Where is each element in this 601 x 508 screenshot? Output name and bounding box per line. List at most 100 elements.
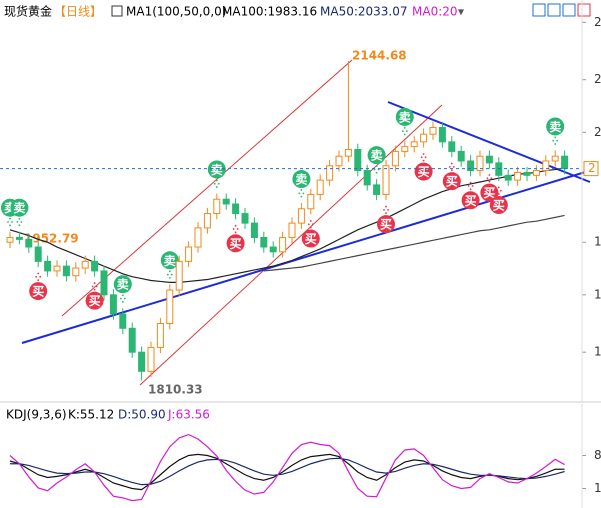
toolbar	[532, 3, 591, 17]
candle-body	[138, 351, 146, 372]
candle-body	[410, 141, 418, 148]
candle-body	[100, 270, 108, 296]
signal-badge	[301, 229, 320, 248]
signal-dot	[488, 174, 491, 176]
signal-dot	[11, 221, 13, 223]
candle-body	[279, 236, 287, 253]
candle-body	[438, 127, 446, 143]
line-1	[263, 214, 565, 272]
candle-body	[457, 150, 465, 162]
signal-dot	[18, 217, 21, 220]
signal-dot	[298, 192, 301, 195]
signal-dot	[309, 226, 312, 229]
signal-dot	[486, 177, 489, 180]
y-tick-label: 2	[594, 125, 601, 139]
dropdown[interactable]: ▾	[458, 5, 464, 19]
candle-body	[194, 227, 202, 248]
k-value: K:55.12	[68, 408, 114, 422]
signal-dot	[403, 133, 406, 136]
candle-body	[232, 203, 240, 215]
signal-dot	[93, 282, 96, 284]
candle-body	[147, 346, 155, 372]
d-value: D:50.90	[118, 408, 166, 422]
low-annotation: 1952.79	[24, 232, 79, 246]
candle-body	[185, 246, 193, 262]
signal-dot	[311, 223, 314, 226]
fit-button[interactable]	[547, 3, 561, 17]
candle-body	[485, 155, 493, 164]
candle-body	[429, 127, 437, 135]
back-button[interactable]	[562, 3, 576, 17]
signal-dot	[95, 285, 98, 288]
signal-dot	[385, 212, 387, 215]
y-tick-label: 2	[594, 15, 601, 29]
signal-dot	[450, 162, 453, 165]
signal-label: 买	[305, 232, 317, 246]
signal-dot	[405, 130, 408, 133]
signal-dot	[422, 159, 425, 162]
ma100-value: MA100:1983.16	[222, 5, 317, 19]
candle-body	[514, 171, 522, 181]
high-annotation: 2144.68	[352, 49, 407, 63]
line-0	[9, 453, 565, 491]
signal-dot	[383, 208, 385, 211]
resistance-line	[387, 101, 591, 183]
signal-dot	[450, 169, 453, 172]
symbol: 现货黄金	[4, 4, 52, 19]
candle-body	[53, 265, 61, 272]
candle-body	[91, 260, 99, 272]
candle-body	[156, 323, 164, 348]
signal-label: 卖	[211, 162, 223, 177]
signal-dot	[469, 188, 472, 191]
signal-badge	[377, 215, 395, 234]
signal-label: 买	[32, 285, 44, 299]
signal-badge	[207, 160, 226, 179]
zoom-button[interactable]	[532, 3, 546, 17]
signal-badge	[442, 172, 461, 191]
candle-body	[81, 260, 89, 269]
low-annotation: 1810.33	[148, 383, 203, 397]
signal-dot	[20, 221, 23, 223]
candle-body	[542, 160, 550, 172]
candle-body	[354, 149, 362, 172]
candle-body	[260, 236, 268, 248]
candle-body	[288, 222, 296, 238]
candle-body	[128, 327, 136, 353]
indicator-icon[interactable]	[111, 5, 123, 17]
candle-body	[523, 171, 531, 176]
signal-dot	[213, 182, 216, 185]
candle-body	[44, 260, 52, 272]
signal-dot	[554, 136, 557, 139]
signal-dot	[307, 223, 310, 226]
signal-dot	[168, 270, 171, 273]
signal-dot	[37, 272, 40, 275]
signal-dot	[302, 192, 305, 195]
candle-body	[250, 222, 258, 238]
signal-badge	[160, 251, 179, 270]
candle-body	[391, 150, 399, 167]
signal-dot	[497, 186, 500, 189]
candle-body	[476, 155, 484, 172]
signal-dot	[554, 143, 557, 145]
signal-dot	[121, 300, 124, 303]
signal-label: 买	[493, 199, 505, 213]
signal-dot	[9, 224, 11, 227]
indicator: MA1(100,50,0,0)	[126, 5, 226, 19]
signal-dot	[467, 185, 470, 187]
candle-body	[316, 179, 324, 195]
signal-dot	[420, 156, 423, 159]
signal-dot	[166, 273, 169, 276]
candle-body	[62, 265, 70, 277]
signal-badge	[395, 107, 414, 126]
signal-dot	[422, 153, 425, 155]
signal-dot	[385, 205, 387, 208]
signal-dot	[215, 179, 218, 182]
signal-label: 卖	[295, 172, 307, 187]
signal-dot	[121, 294, 124, 297]
signal-label: 买	[230, 237, 242, 251]
signal-label: 卖	[117, 277, 129, 292]
candle-body	[269, 246, 277, 253]
close-button[interactable]	[577, 3, 591, 17]
